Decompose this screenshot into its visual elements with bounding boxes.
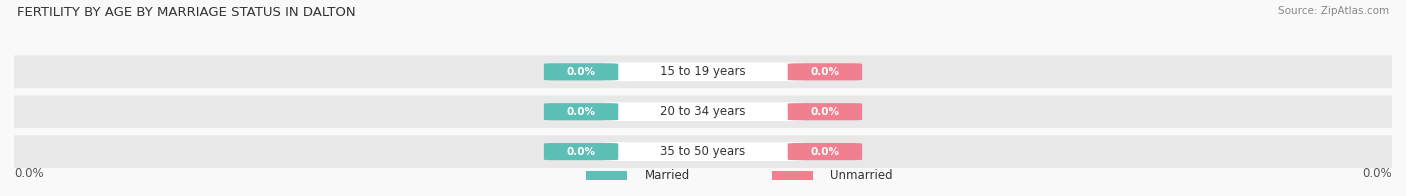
Text: 20 to 34 years: 20 to 34 years <box>661 105 745 118</box>
Text: 0.0%: 0.0% <box>567 67 596 77</box>
Text: 0.0%: 0.0% <box>810 107 839 117</box>
Text: 0.0%: 0.0% <box>1362 167 1392 180</box>
Text: 0.0%: 0.0% <box>567 147 596 157</box>
Text: Married: Married <box>644 169 690 182</box>
FancyBboxPatch shape <box>0 55 1406 88</box>
FancyBboxPatch shape <box>0 95 1406 128</box>
FancyBboxPatch shape <box>787 103 862 120</box>
Text: 0.0%: 0.0% <box>810 147 839 157</box>
FancyBboxPatch shape <box>544 103 619 120</box>
FancyBboxPatch shape <box>544 63 619 80</box>
FancyBboxPatch shape <box>0 135 1406 168</box>
FancyBboxPatch shape <box>603 63 803 81</box>
FancyBboxPatch shape <box>586 171 627 180</box>
FancyBboxPatch shape <box>603 142 803 161</box>
Text: 15 to 19 years: 15 to 19 years <box>661 65 745 78</box>
FancyBboxPatch shape <box>603 102 803 121</box>
FancyBboxPatch shape <box>787 63 862 80</box>
Text: Source: ZipAtlas.com: Source: ZipAtlas.com <box>1278 6 1389 16</box>
FancyBboxPatch shape <box>772 171 813 180</box>
Text: 0.0%: 0.0% <box>567 107 596 117</box>
FancyBboxPatch shape <box>544 143 619 160</box>
Text: 35 to 50 years: 35 to 50 years <box>661 145 745 158</box>
Text: 0.0%: 0.0% <box>14 167 44 180</box>
Text: FERTILITY BY AGE BY MARRIAGE STATUS IN DALTON: FERTILITY BY AGE BY MARRIAGE STATUS IN D… <box>17 6 356 19</box>
FancyBboxPatch shape <box>787 143 862 160</box>
Text: 0.0%: 0.0% <box>810 67 839 77</box>
Text: Unmarried: Unmarried <box>831 169 893 182</box>
